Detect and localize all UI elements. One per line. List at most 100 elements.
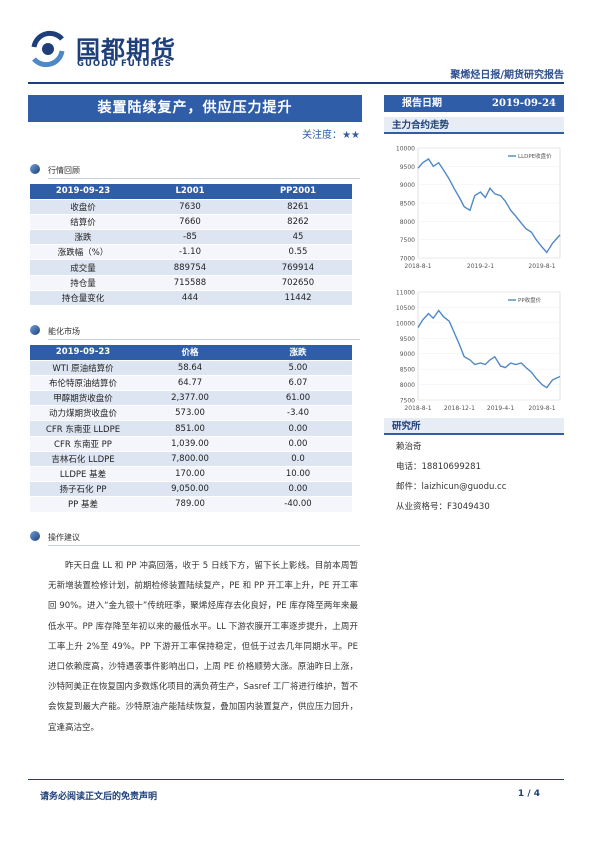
y-tick-label: 7000 — [400, 256, 415, 263]
disclaimer-note[interactable]: 请务必阅读正文后的免责声明 — [40, 792, 158, 802]
table-row: PP 基差 789.00 -40.00 — [30, 496, 352, 513]
attention-label: 关注度： — [302, 130, 343, 141]
table-cell: 7660 — [136, 214, 244, 231]
table-header: PP2001 — [244, 184, 352, 200]
table-cell: 851.00 — [136, 420, 244, 437]
table-cell: -1.10 — [136, 244, 244, 261]
x-tick-label: 2018-8-1 — [404, 405, 431, 412]
table-cell: 0.55 — [244, 244, 352, 261]
chemical-market-table: 2019-09-23 价格 涨跌 WTI 原油结算价 58.64 5.00 布伦特原油… — [30, 345, 352, 513]
table-cell: 45 — [244, 229, 352, 246]
row-label: LLDPE 基差 — [30, 466, 136, 483]
table-cell: 8262 — [244, 214, 352, 231]
table-row: 吉林石化 LLDPE 7,800.00 0.0 — [30, 451, 352, 468]
table-header: 2019-09-23 — [30, 184, 136, 200]
section-icon — [30, 164, 40, 174]
table-cell: 0.00 — [244, 420, 352, 437]
section-icon — [30, 325, 40, 335]
table-cell: 5.00 — [244, 360, 352, 376]
table-cell: -85 — [136, 229, 244, 246]
y-tick-label: 9500 — [400, 164, 415, 171]
logo-text-en: GUODU FUTURES — [77, 59, 172, 69]
y-tick-label: 11000 — [396, 290, 415, 297]
y-tick-label: 9500 — [400, 336, 415, 343]
table-cell: 573.00 — [136, 405, 244, 422]
legend-label: PP收盘价 — [518, 296, 542, 304]
table-cell: 10.00 — [244, 466, 352, 483]
table-cell: 889754 — [136, 259, 244, 276]
table-row: 扬子石化 PP 9,050.00 0.00 — [30, 481, 352, 498]
series-line — [417, 309, 561, 389]
report-date-label: 报告日期 — [402, 98, 442, 109]
y-tick-label: 9000 — [400, 351, 415, 358]
x-tick-label: 2018-8-1 — [404, 263, 431, 270]
analyst-email[interactable]: 邮件：laizhicun@guodu.cc — [396, 482, 507, 492]
y-tick-label: 10000 — [396, 320, 415, 327]
table-cell: 7,800.00 — [136, 451, 244, 468]
table-cell: 0.00 — [244, 481, 352, 498]
market-review-table: 2019-09-23 L2001 PP2001 收盘价 7630 8261 结算价 76… — [30, 184, 352, 307]
x-tick-label: 2019-8-1 — [528, 405, 555, 412]
y-tick-label: 10000 — [396, 146, 415, 153]
table-cell: 715588 — [136, 275, 244, 291]
chemical-market-title: 能化市场 — [48, 327, 80, 336]
attention-stars: ★★ — [342, 130, 360, 141]
plot-frame — [417, 291, 561, 401]
table-row: WTI 原油结算价 58.64 5.00 — [30, 360, 352, 376]
pp-price-chart: 7500 8000 8500 9000 9500 10000 10500 11000 2018-… — [396, 290, 561, 412]
advice-title: 操作建议 — [48, 533, 80, 542]
table-row: CFR 东南亚 PP 1,039.00 0.00 — [30, 436, 352, 452]
table-row: LLDPE 基差 170.00 10.00 — [30, 466, 352, 483]
row-label: 扬子石化 PP — [30, 481, 136, 498]
table-cell: -40.00 — [244, 496, 352, 513]
x-tick-label: 2019-2-1 — [467, 263, 494, 270]
table-cell: 61.00 — [244, 390, 352, 407]
table-cell: -3.40 — [244, 405, 352, 422]
row-label: 涨跌 — [30, 229, 136, 246]
table-cell: 8261 — [244, 199, 352, 215]
y-tick-label: 7500 — [400, 237, 415, 244]
analyst-name: 赖治奇 — [396, 442, 422, 452]
table-cell: 789.00 — [136, 496, 244, 513]
section-divider — [48, 339, 360, 340]
table-cell: 170.00 — [136, 466, 244, 483]
attention-level: 关注度：★★ — [240, 126, 360, 141]
row-label: 结算价 — [30, 214, 136, 231]
table-row: 甲醇期货收盘价 2,377.00 61.00 — [30, 390, 352, 407]
table-row: CFR 东南亚 LLDPE 851.00 0.00 — [30, 420, 352, 437]
table-header: L2001 — [136, 184, 244, 200]
guodu-logo-icon — [31, 30, 65, 68]
row-label: 甲醇期货收盘价 — [30, 390, 136, 407]
y-tick-label: 8500 — [400, 367, 415, 374]
row-label: 布伦特原油结算价 — [30, 375, 136, 392]
report-type: 聚烯烃日报/期货研究报告 — [450, 70, 564, 81]
row-label: 收盘价 — [30, 199, 136, 215]
table-cell: 7630 — [136, 199, 244, 215]
table-row: 持仓量变化 444 11442 — [30, 290, 352, 307]
table-cell: 1,039.00 — [136, 436, 244, 452]
table-header-row: 2019-09-23 价格 涨跌 — [30, 345, 352, 361]
table-cell: 0.0 — [244, 451, 352, 468]
table-cell: 58.64 — [136, 360, 244, 376]
table-cell: 9,050.00 — [136, 481, 244, 498]
x-tick-label: 2018-12-1 — [444, 405, 475, 412]
x-tick-label: 2019-8-1 — [528, 263, 555, 270]
table-cell: 2,377.00 — [136, 390, 244, 407]
row-label: WTI 原油结算价 — [30, 360, 136, 376]
table-header: 2019-09-23 — [30, 345, 136, 361]
y-tick-label: 10500 — [396, 305, 415, 312]
logo-text-cn: 国都期货 — [76, 36, 176, 64]
section-divider — [48, 178, 360, 179]
report-date-value: 2019-09-24 — [492, 98, 556, 109]
y-tick-label: 8000 — [400, 219, 415, 226]
y-tick-label: 8000 — [400, 382, 415, 389]
table-row: 涨跌 -85 45 — [30, 229, 352, 246]
table-header-row: 2019-09-23 L2001 PP2001 — [30, 184, 352, 200]
table-cell: 64.77 — [136, 375, 244, 392]
research-section-title: 研究所 — [384, 418, 564, 435]
table-row: 涨跌幅（%） -1.10 0.55 — [30, 244, 352, 261]
page-number: 1 / 4 — [517, 789, 540, 799]
header-divider — [28, 82, 564, 84]
series-line — [417, 158, 561, 254]
table-cell: 769914 — [244, 259, 352, 276]
